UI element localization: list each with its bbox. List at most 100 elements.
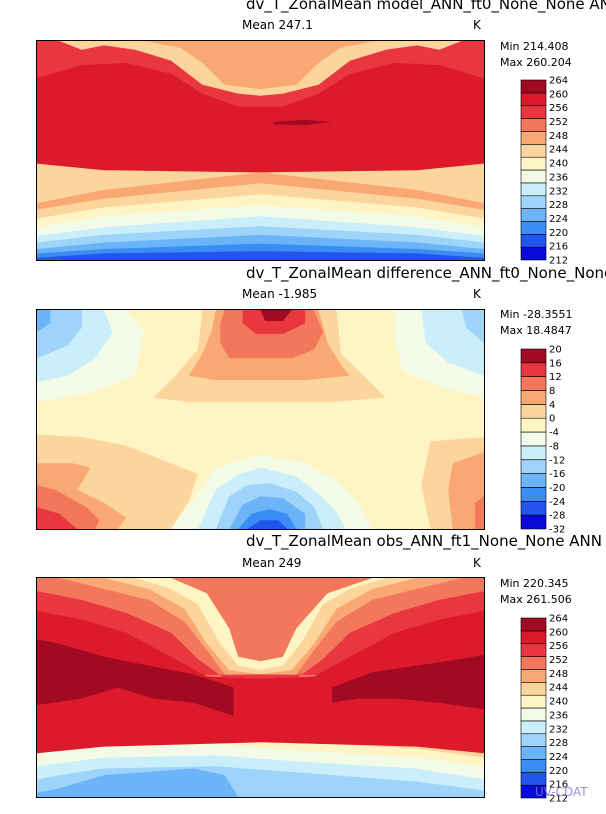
panel3-colorbar: 212 216 220 224 228 232 236 240 244 248 252 256 260 2… (520, 614, 568, 805)
colorbar-swatch-2 (520, 221, 547, 235)
panel3-mean: Mean 249 (242, 556, 302, 570)
colorbar-tick-label-12: 260 (549, 89, 568, 100)
plot-frame (36, 309, 485, 530)
colorbar-tick-label-3: 224 (549, 752, 568, 763)
colorbar-swatch-11 (520, 643, 547, 657)
panel3-contour-plot (36, 577, 485, 798)
panel3-title: dv_T_ZonalMean obs_ANN_ft1_None_None ANN (246, 532, 602, 550)
panel1-title: dv_T_ZonalMean model_ANN_ft0_None_None A… (246, 0, 606, 13)
colorbar-swatch-1 (520, 234, 547, 248)
colorbar-swatch-5 (520, 720, 547, 735)
panel1-mean: Mean 247.1 (242, 18, 313, 32)
colorbar-tick-label-5: 232 (549, 186, 568, 197)
colorbar-tick-label-6: 236 (549, 172, 568, 183)
plot-frame (36, 577, 485, 798)
colorbar-swatch-13 (520, 617, 547, 632)
panel2-units: K (473, 287, 481, 301)
colorbar-swatch-12 (520, 348, 547, 364)
colorbar-tick-label-11: 256 (549, 641, 568, 652)
colorbar-swatch-1 (520, 772, 547, 786)
uvcdat-logo-text: UV-CDAT (535, 785, 588, 799)
contour-band-14 (37, 639, 234, 716)
colorbar-swatch-3 (520, 208, 547, 222)
colorbar-swatch-11 (520, 362, 547, 377)
panel3-units: K (473, 556, 481, 570)
colorbar-swatch-11 (520, 105, 547, 119)
colorbar-tick-label-9: 4 (549, 400, 555, 411)
colorbar-tick-label-13: 264 (549, 614, 568, 625)
panel2-contour-plot (36, 309, 485, 530)
colorbar-swatch-0 (520, 246, 547, 261)
colorbar-tick-label-3: 224 (549, 214, 568, 225)
colorbar-swatch-2 (520, 487, 547, 502)
colorbar-swatch-9 (520, 390, 547, 405)
colorbar-tick-label-2: 220 (549, 766, 568, 777)
colorbar-tick-label-11: 12 (549, 372, 562, 383)
colorbar-tick-label-8: 244 (549, 683, 568, 694)
panel2-max: Max 18.4847 (500, 324, 572, 337)
plot-frame (36, 40, 485, 261)
colorbar-tick-label-10: 8 (549, 386, 555, 397)
contour-band-16 (37, 507, 78, 529)
colorbar-swatch-12 (520, 92, 547, 107)
panel1-min: Min 214.408 (500, 40, 569, 53)
colorbar-tick-label-2: 220 (549, 228, 568, 239)
colorbar-swatch-10 (520, 376, 547, 391)
contour-band-19 (475, 496, 484, 529)
contour-band-11 (242, 310, 306, 335)
panel1-units: K (473, 18, 481, 32)
colorbar-tick-label-7: 240 (549, 159, 568, 170)
colorbar-tick-label-6: -8 (549, 441, 559, 452)
colorbar-swatch-6 (520, 431, 547, 447)
colorbar-swatch-9 (520, 131, 547, 145)
colorbar-tick-label-12: 260 (549, 627, 568, 638)
colorbar-tick-label-10: 252 (549, 117, 568, 128)
contour-band-12 (273, 119, 332, 126)
colorbar-tick-label-13: 264 (549, 76, 568, 87)
contour-band-13 (37, 610, 484, 754)
colorbar-tick-label-7: -4 (549, 428, 559, 439)
contour-band-11 (37, 62, 484, 173)
colorbar-tick-label-1: 216 (549, 780, 568, 791)
colorbar-tick-label-3: -20 (549, 483, 565, 494)
colorbar-tick-label-4: -16 (549, 469, 565, 480)
colorbar-tick-label-4: 228 (549, 200, 568, 211)
colorbar-swatch-4 (520, 195, 547, 209)
colorbar-swatch-7 (520, 694, 547, 709)
colorbar-swatch-12 (520, 630, 547, 645)
colorbar-tick-label-13: 20 (549, 345, 562, 356)
contour-band-25 (247, 520, 288, 529)
colorbar-tick-label-5: 232 (549, 724, 568, 735)
contour-band-18 (448, 452, 484, 529)
colorbar-tick-label-8: 0 (549, 414, 555, 425)
colorbar-swatch-10 (520, 118, 547, 132)
panel2-title: dv_T_ZonalMean difference_ANN_ft0_None_N… (246, 264, 606, 282)
colorbar-swatch-9 (520, 669, 547, 683)
panel1-max: Max 260.204 (500, 56, 572, 69)
colorbar-tick-label-1: 216 (549, 242, 568, 253)
colorbar-swatch-2 (520, 759, 547, 773)
colorbar-swatch-8 (520, 404, 547, 419)
uvcdat-logo: UV-CDAT (535, 785, 588, 799)
colorbar-tick-label-5: -12 (549, 455, 565, 466)
colorbar-swatch-4 (520, 733, 547, 747)
colorbar-tick-label-0: -32 (549, 525, 565, 536)
colorbar-tick-label-8: 244 (549, 145, 568, 156)
colorbar-swatch-8 (520, 144, 547, 158)
colorbar-tick-label-10: 252 (549, 655, 568, 666)
panel2-min: Min -28.3551 (500, 308, 573, 321)
colorbar-swatch-3 (520, 746, 547, 760)
colorbar-swatch-13 (520, 79, 547, 94)
colorbar-swatch-7 (520, 156, 547, 171)
colorbar-swatch-5 (520, 445, 547, 461)
colorbar-tick-label-9: 248 (549, 669, 568, 680)
colorbar-tick-label-4: 228 (549, 738, 568, 749)
colorbar-tick-label-7: 240 (549, 697, 568, 708)
colorbar-tick-label-1: -28 (549, 511, 565, 522)
contour-band-15 (332, 654, 484, 710)
colorbar-tick-label-6: 236 (549, 710, 568, 721)
contour-band-7 (461, 310, 484, 343)
contour-band-4 (37, 310, 51, 332)
colorbar-tick-label-11: 256 (549, 103, 568, 114)
colorbar-swatch-3 (520, 473, 547, 488)
